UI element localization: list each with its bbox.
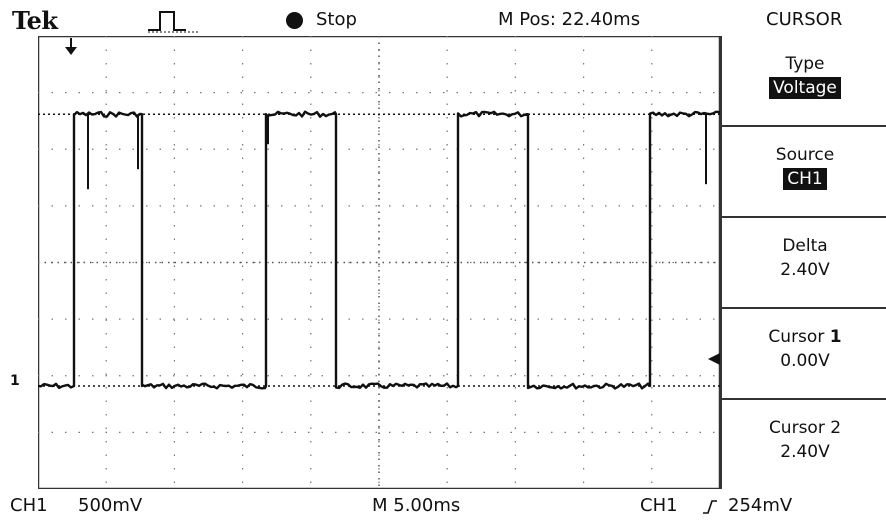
trigger-level-icon bbox=[708, 353, 720, 365]
menu-type-label: Type bbox=[785, 54, 825, 74]
menu-cursor1-label-num: 1 bbox=[829, 327, 842, 347]
menu-type-button[interactable]: Type Voltage bbox=[722, 36, 886, 127]
menu-source-button[interactable]: Source CH1 bbox=[722, 127, 886, 218]
waveform-display bbox=[38, 36, 720, 489]
menu-delta-button[interactable]: Delta 2.40V bbox=[722, 218, 886, 309]
menu-cursor1-value: 0.00V bbox=[780, 351, 830, 371]
run-status: Stop bbox=[316, 9, 357, 30]
graticule bbox=[38, 36, 720, 489]
menu-delta-value: 2.40V bbox=[780, 260, 830, 280]
menu-source-value: CH1 bbox=[783, 168, 827, 190]
cursor-menu: Type Voltage Source CH1 Delta 2.40V Curs… bbox=[720, 36, 886, 489]
menu-cursor2-value: 2.40V bbox=[780, 442, 830, 462]
menu-cursor1-label: Cursor 1 bbox=[722, 327, 886, 347]
pulse-icon bbox=[148, 11, 200, 33]
rising-edge-icon bbox=[703, 500, 717, 514]
status-bar: Tek Stop M Pos: 22.40ms CURSOR bbox=[0, 0, 886, 36]
timebase-readout: M 5.00ms bbox=[372, 495, 461, 516]
menu-source-label: Source bbox=[775, 145, 835, 165]
menu-cursor1-button[interactable]: Cursor 1 0.00V bbox=[722, 309, 886, 400]
trigger-position-icon bbox=[65, 38, 77, 55]
vertical-scale-readout: 500mV bbox=[78, 495, 143, 516]
channel-marker: 1 bbox=[10, 373, 20, 389]
menu-delta-label: Delta bbox=[782, 236, 828, 256]
stop-indicator-icon bbox=[286, 12, 303, 29]
menu-cursor2-label: Cursor 2 bbox=[768, 418, 842, 438]
readout-bar: CH1 500mV M 5.00ms CH1 254mV bbox=[0, 490, 886, 523]
trigger-source-readout: CH1 bbox=[640, 495, 678, 516]
brand-logo: Tek bbox=[12, 6, 58, 35]
menu-title: CURSOR bbox=[766, 9, 843, 30]
channel-label: CH1 bbox=[10, 495, 48, 516]
menu-cursor2-button[interactable]: Cursor 2 2.40V bbox=[722, 400, 886, 489]
menu-type-value: Voltage bbox=[769, 77, 841, 99]
trigger-level-readout: 254mV bbox=[728, 495, 793, 516]
horizontal-position-readout: M Pos: 22.40ms bbox=[498, 9, 641, 30]
waveform-trace bbox=[38, 110, 720, 390]
menu-cursor1-label-prefix: Cursor bbox=[768, 327, 830, 347]
